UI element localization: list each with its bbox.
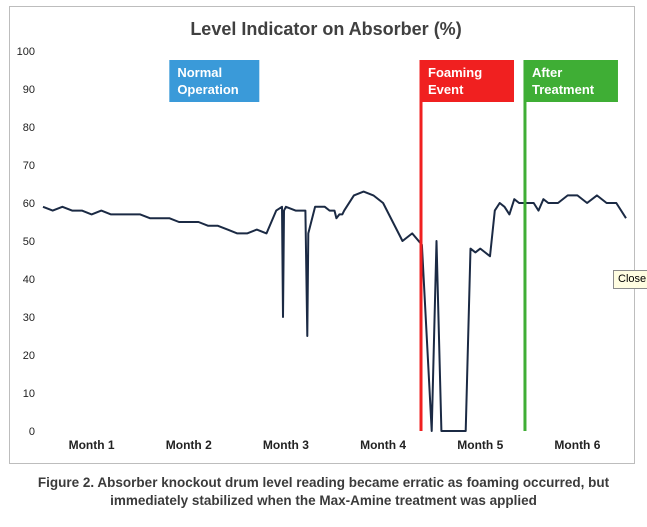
- y-tick-label: 0: [29, 426, 35, 438]
- annotation-label: After: [532, 65, 562, 80]
- level-indicator-chart: Level Indicator on Absorber (%) 0 10 20 30 4…: [17, 19, 627, 452]
- chart-title: Level Indicator on Absorber (%): [190, 19, 461, 39]
- annotation-layer: Normal Operation Foaming Event After Treatmen…: [169, 60, 618, 431]
- y-axis: 0 10 20 30 40 50 60 70 80 90 100: [17, 46, 35, 438]
- annotation-label: Normal: [177, 65, 222, 80]
- x-tick-label: Month 2: [166, 438, 212, 452]
- y-tick-label: 40: [23, 274, 35, 286]
- annotation-label: Treatment: [532, 82, 595, 97]
- annotation-box: [523, 60, 618, 102]
- x-tick-label: Month 3: [263, 438, 309, 452]
- figure-caption: Figure 2. Absorber knockout drum level r…: [0, 474, 647, 510]
- x-axis: Month 1 Month 2 Month 3 Month 4 Month 5 Month…: [69, 438, 601, 452]
- y-tick-label: 10: [23, 388, 35, 400]
- y-tick-label: 50: [23, 236, 35, 248]
- y-tick-label: 20: [23, 350, 35, 362]
- annotation-label: Operation: [177, 82, 238, 97]
- caption-line-1: Figure 2. Absorber knockout drum level r…: [37, 475, 610, 490]
- annotation-label: Foaming: [428, 65, 482, 80]
- close-tooltip: Close: [613, 270, 647, 289]
- x-tick-label: Month 6: [554, 438, 600, 452]
- y-tick-label: 60: [23, 198, 35, 210]
- y-tick-label: 100: [17, 46, 35, 58]
- annotation-label: Event: [428, 82, 464, 97]
- chart-frame: Level Indicator on Absorber (%) 0 10 20 30 4…: [9, 6, 635, 464]
- caption-line-2: immediately stabilized when the Max-Amin…: [110, 493, 537, 508]
- x-tick-label: Month 5: [457, 438, 503, 452]
- y-tick-label: 70: [23, 160, 35, 172]
- y-tick-label: 30: [23, 312, 35, 324]
- x-tick-label: Month 1: [69, 438, 115, 452]
- series-line: [42, 190, 627, 432]
- annotation-box: [420, 60, 515, 102]
- y-tick-label: 90: [23, 84, 35, 96]
- series-layer: [42, 190, 627, 432]
- x-tick-label: Month 4: [360, 438, 406, 452]
- annotation-box: [169, 60, 260, 102]
- y-tick-label: 80: [23, 122, 35, 134]
